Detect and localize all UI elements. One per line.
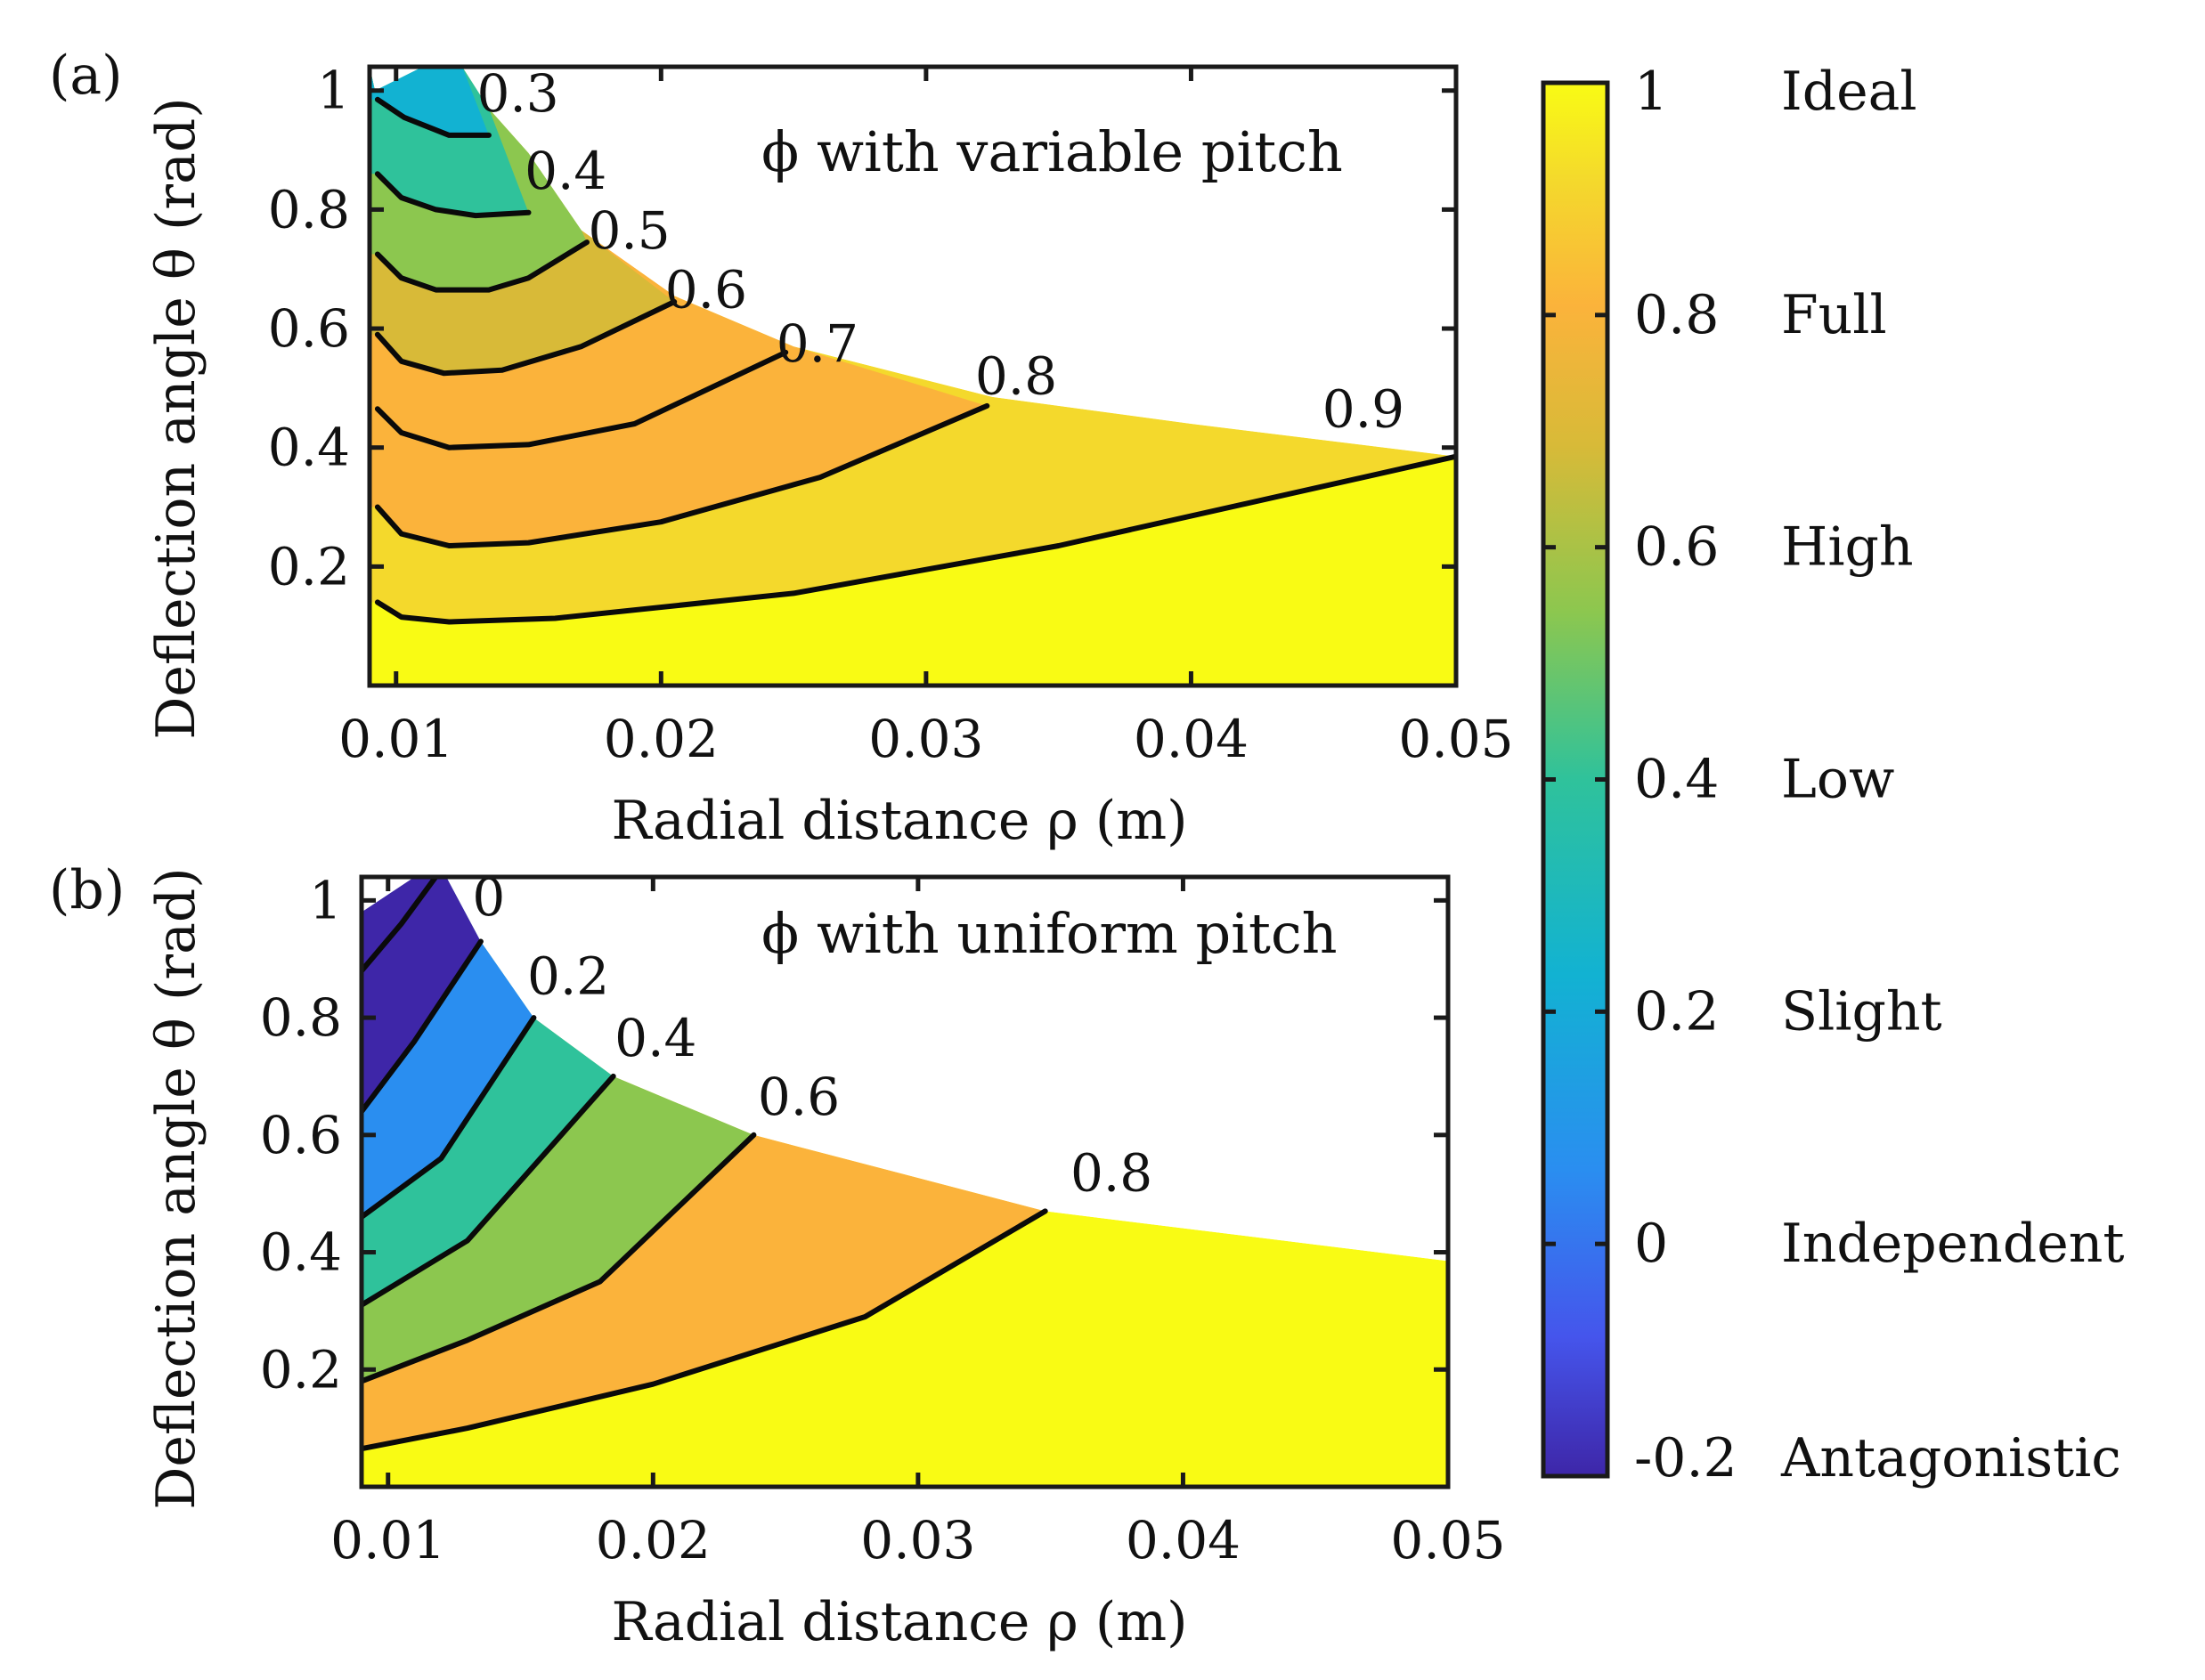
contour-label: 0.9 bbox=[1322, 378, 1404, 439]
x-tick-label: 0.03 bbox=[860, 1510, 975, 1570]
filled-region bbox=[370, 67, 489, 135]
panel-b-y-axis-label: Deflection angle θ (rad) bbox=[145, 867, 207, 1509]
contour-line bbox=[374, 171, 532, 219]
panel-b-contour-labels: 00.20.40.60.8 bbox=[472, 867, 1152, 1204]
panel-b-contour-lines bbox=[362, 877, 1048, 1452]
contour-line bbox=[362, 1132, 757, 1384]
contour-label: 0.7 bbox=[777, 313, 858, 374]
panel-a-annotation: ϕ with variable pitch bbox=[761, 119, 1343, 184]
colorbar: 1 Ideal 0.8 Full 0.6 High 0.4 Low 0.2 Slight 0 Inde… bbox=[1541, 61, 2125, 1489]
contour-line bbox=[374, 402, 990, 548]
colorbar-category-label: Ideal bbox=[1781, 61, 1917, 123]
y-tick-label: 0.8 bbox=[260, 987, 342, 1048]
x-tick-label: 0.04 bbox=[1134, 709, 1249, 769]
colorbar-category-label: Independent bbox=[1781, 1213, 2125, 1275]
contour-line bbox=[374, 349, 789, 450]
y-tick-label: 1 bbox=[309, 870, 342, 930]
contour-line bbox=[374, 239, 590, 293]
panel-b-annotation: ϕ with uniform pitch bbox=[761, 901, 1338, 966]
contour-line bbox=[362, 1208, 1048, 1452]
colorbar-ticks: 1 Ideal 0.8 Full 0.6 High 0.4 Low 0.2 Slight 0 Inde… bbox=[1543, 61, 2125, 1489]
x-tick-label: 0.01 bbox=[330, 1510, 445, 1570]
y-tick-label: 0.6 bbox=[268, 298, 350, 359]
colorbar-tick-label: 1 bbox=[1634, 61, 1668, 123]
panel-b-x-axis-label: Radial distance ρ (m) bbox=[611, 1591, 1187, 1653]
panel-a-ticks: 0.01 0.02 0.03 0.04 0.05 0.2 0.4 0.6 0.8 1 bbox=[268, 61, 1514, 769]
x-tick-label: 0.01 bbox=[338, 709, 453, 769]
contour-label: 0.8 bbox=[975, 346, 1057, 407]
colorbar-tick-label: 0.4 bbox=[1634, 749, 1719, 811]
colorbar-tick-label: 0.6 bbox=[1634, 516, 1719, 579]
contour-label: 0.4 bbox=[525, 141, 606, 201]
colorbar-category-label: Antagonistic bbox=[1780, 1427, 2121, 1489]
contour-label: 0.2 bbox=[527, 946, 609, 1007]
panel-a-y-axis-label: Deflection angle θ (rad) bbox=[145, 97, 207, 739]
colorbar-tick-label: 0.8 bbox=[1634, 284, 1719, 346]
y-tick-label: 0.8 bbox=[268, 179, 350, 239]
contour-label: 0.6 bbox=[665, 260, 747, 321]
colorbar-category-label: Full bbox=[1781, 284, 1887, 346]
colorbar-category-label: High bbox=[1781, 516, 1914, 579]
y-tick-label: 1 bbox=[317, 61, 350, 121]
panel-b-label: (b) bbox=[49, 859, 125, 921]
colorbar-category-label: Low bbox=[1781, 749, 1894, 811]
contour-label: 0.8 bbox=[1070, 1142, 1152, 1203]
y-tick-label: 0.2 bbox=[260, 1339, 342, 1400]
contour-line bbox=[374, 96, 492, 138]
panel-b-axes-frame bbox=[359, 874, 1451, 1489]
panel-a-axes-frame bbox=[367, 64, 1459, 688]
colorbar-tick-label: 0.2 bbox=[1634, 980, 1719, 1043]
contour-line bbox=[362, 877, 439, 974]
contour-line bbox=[362, 1073, 616, 1308]
panel-a-filled-regions bbox=[370, 67, 1456, 686]
panel-b: (b) 00.20.40.60.8 0.01 0.02 0.03 0.04 0.050.… bbox=[49, 859, 1506, 1653]
contour-line bbox=[362, 1015, 537, 1220]
y-tick-label: 0.4 bbox=[268, 418, 350, 478]
x-tick-label: 0.02 bbox=[596, 1510, 711, 1570]
panel-b-ticks: 0.01 0.02 0.03 0.04 0.050.20.40.60.81 bbox=[260, 870, 1506, 1570]
x-tick-label: 0.04 bbox=[1126, 1510, 1241, 1570]
contour-label: 0.4 bbox=[614, 1008, 696, 1068]
x-tick-label: 0.05 bbox=[1398, 709, 1513, 769]
contour-label: 0.5 bbox=[588, 200, 670, 261]
panel-a-label: (a) bbox=[49, 45, 123, 107]
panel-a-contour-labels: 0.3 0.40.50.6 0.7 0.8 0.9 bbox=[476, 63, 1404, 439]
contour-label: 0.6 bbox=[758, 1067, 840, 1127]
contour-line bbox=[362, 938, 484, 1115]
y-tick-label: 0.6 bbox=[260, 1105, 342, 1165]
contour-label: 0.3 bbox=[476, 63, 558, 124]
panel-a-x-axis-label: Radial distance ρ (m) bbox=[611, 790, 1187, 852]
y-tick-label: 0.4 bbox=[260, 1222, 342, 1283]
x-tick-label: 0.03 bbox=[868, 709, 983, 769]
colorbar-category-label: Slight bbox=[1781, 980, 1942, 1043]
colorbar-tick-label: 0 bbox=[1634, 1213, 1668, 1275]
panel-a-contour-lines bbox=[374, 96, 1456, 625]
y-tick-label: 0.2 bbox=[268, 536, 350, 597]
x-tick-label: 0.05 bbox=[1390, 1510, 1505, 1570]
panel-a: (a) 0.30.40.50.60.70.80.9 0.01 0.02 0.03 0.… bbox=[49, 45, 1514, 852]
x-tick-label: 0.02 bbox=[604, 709, 719, 769]
outside-domain-region bbox=[362, 877, 1448, 1262]
outside-domain-region bbox=[372, 67, 1456, 457]
colorbar-tick-label: -0.2 bbox=[1634, 1427, 1737, 1489]
contour-line bbox=[374, 299, 678, 377]
contour-line bbox=[374, 453, 1456, 625]
